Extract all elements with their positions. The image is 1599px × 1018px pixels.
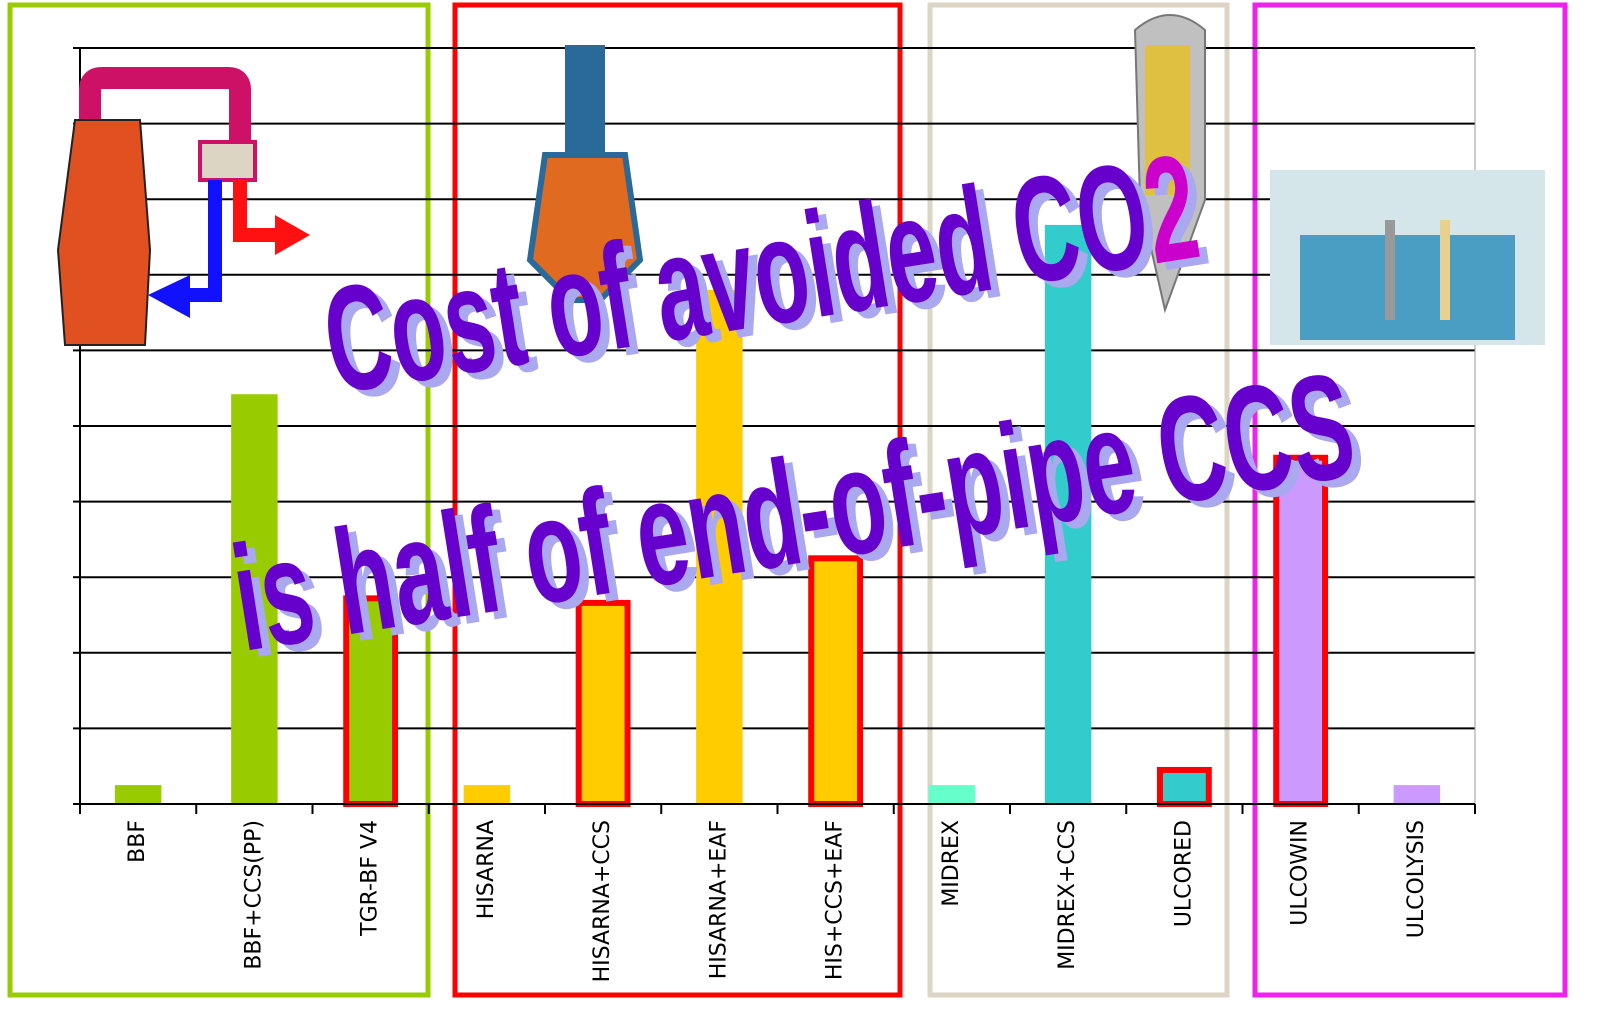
x-tick-label: HISARNA	[474, 820, 499, 919]
bar	[1156, 766, 1212, 807]
bar	[343, 595, 399, 807]
x-tick-label: ULCOWIN	[1288, 820, 1313, 926]
x-tick-label: HISARNA+CCS	[590, 820, 615, 982]
x-tick-label: BBF	[125, 820, 150, 863]
illustration-hisarna	[526, 45, 644, 303]
bar	[696, 289, 743, 804]
bar	[114, 785, 162, 804]
illustration-electrolysis	[1270, 170, 1545, 345]
bar	[1044, 224, 1092, 805]
bar	[808, 555, 864, 807]
group-box	[7, 2, 431, 998]
x-tick-label: HIS+CCS+EAF	[823, 820, 848, 980]
group-box	[1252, 2, 1568, 998]
bar	[463, 785, 511, 804]
x-tick-label: HISARNA+EAF	[706, 820, 731, 979]
x-tick-label: BBF+CCS(PP)	[241, 820, 266, 970]
group-box	[927, 2, 1230, 998]
bar	[1273, 454, 1329, 807]
illustration-ulcored	[1133, 14, 1206, 314]
bar	[231, 394, 278, 804]
x-tick-label: MIDREX+CCS	[1055, 820, 1080, 970]
bar	[1393, 785, 1441, 804]
bar	[928, 785, 976, 804]
illustration-bf	[56, 67, 310, 346]
x-tick-label: MIDREX	[939, 820, 964, 907]
group-box	[452, 2, 903, 998]
plot: BBF BBF+CCS(PP) TGR-BF V4 HISARNA HISARNA+CC…	[73, 47, 1476, 982]
x-tick-label: ULCOLYSIS	[1404, 820, 1429, 938]
x-tick-label: TGR-BF V4	[358, 820, 383, 937]
x-tick-label: ULCORED	[1171, 820, 1196, 927]
